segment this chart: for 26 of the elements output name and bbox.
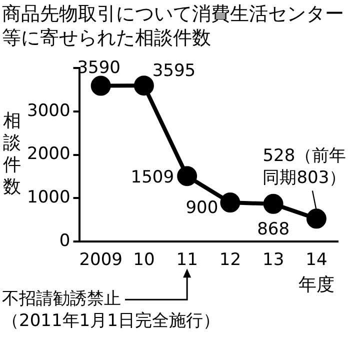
chart-title: 商品先物取引について消費生活センター等に寄せられた相談件数: [1, 2, 345, 51]
x-tick-label: 10: [133, 250, 155, 270]
point: [177, 166, 198, 186]
y-tick-label: 1000: [27, 188, 70, 208]
x-tick-label: 12: [219, 250, 242, 270]
x-tick-label: 11: [176, 250, 198, 270]
data-label: 528（前年同期803）: [262, 146, 346, 188]
point: [220, 192, 240, 213]
text: 不招請勧誘禁止（2011年1月1日完全施行）: [2, 289, 220, 332]
x-axis-title: 年度: [298, 274, 334, 296]
y-tick-label: 3000: [27, 100, 70, 121]
point: [263, 194, 284, 214]
x-tick-label: 13: [262, 250, 284, 270]
x-tick-label: 14: [306, 250, 328, 270]
y-axis-title: 相談件数: [3, 110, 21, 198]
point: [90, 76, 111, 96]
x-tick-label: 2009: [79, 250, 122, 270]
data-label: 900: [186, 198, 218, 218]
data-label: 868: [257, 219, 290, 240]
data-label: 3595: [152, 61, 196, 81]
data-label: 1509: [130, 168, 174, 188]
y-tick-label: 0: [59, 231, 70, 252]
point: [134, 76, 154, 96]
point: [306, 208, 326, 229]
y-tick-label: 2000: [27, 144, 70, 164]
data-label: 3590: [77, 58, 120, 78]
